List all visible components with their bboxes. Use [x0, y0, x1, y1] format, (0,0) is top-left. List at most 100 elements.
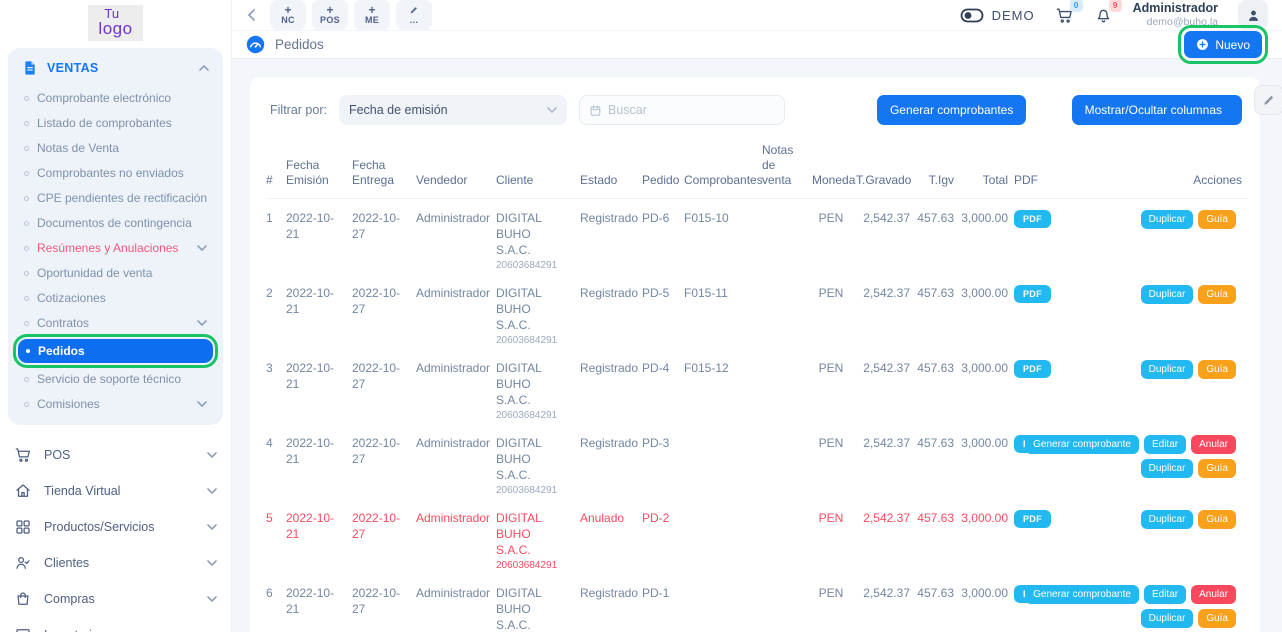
filter-selected-value: Fecha de emisión	[348, 103, 448, 117]
cell-total: 3,000.00	[961, 511, 1008, 525]
cell-acciones: Duplicar Guía	[1062, 274, 1248, 349]
avatar[interactable]	[1238, 0, 1268, 30]
sidebar-section-clientes[interactable]: Clientes	[10, 545, 221, 581]
row-actions: Generar comprobante Editar Anular Duplicar G…	[986, 435, 1236, 478]
table-row: 2 2022-10-21 2022-10-27 Administrador DI…	[266, 274, 1248, 349]
cell-gravado: 2,542.37	[863, 511, 910, 525]
cell-fecha-entrega: 2022-10-27	[352, 586, 401, 616]
sidebar-item-oportunidad-de-venta[interactable]: Oportunidad de venta	[16, 261, 215, 285]
pdf-button[interactable]: PDF	[1014, 360, 1051, 378]
generar-comprobante-button[interactable]: Generar comprobante	[1025, 435, 1139, 454]
sidebar-item-res-menes-y-anulaciones[interactable]: Resúmenes y Anulaciones	[16, 236, 215, 260]
cliente-ruc: 20603684291	[496, 260, 558, 271]
sidebar-item-servicio-de-soporte-t-cnico[interactable]: Servicio de soporte técnico	[16, 367, 215, 391]
logo-text-top: Tu	[104, 6, 120, 21]
gu-a-button[interactable]: Guía	[1198, 285, 1236, 304]
gu-a-button[interactable]: Guía	[1198, 459, 1236, 478]
quick-button-me[interactable]: + ME	[354, 0, 390, 30]
bag-icon	[14, 590, 32, 608]
sidebar-section-compras[interactable]: Compras	[10, 581, 221, 617]
sidebar-section-productos-servicios[interactable]: Productos/Servicios	[10, 509, 221, 545]
cell-moneda: PEN	[818, 361, 844, 375]
generar-comprobante-button[interactable]: Generar comprobante	[1025, 585, 1139, 604]
pdf-button[interactable]: PDF	[1014, 210, 1051, 228]
cell-total: 3,000.00	[961, 211, 1008, 225]
column-header: Moneda	[812, 139, 856, 199]
cell-vendedor: Administrador	[416, 511, 491, 525]
editar-button[interactable]: Editar	[1143, 435, 1187, 454]
sidebar-item-pedidos[interactable]: Pedidos	[13, 334, 218, 368]
sidebar-section-inventario[interactable]: Inventario	[10, 617, 221, 632]
cell-acciones: Generar comprobante Editar Anular Duplicar G…	[1025, 574, 1248, 632]
cliente-ruc: 20603684291	[496, 560, 558, 571]
anular-button[interactable]: Anular	[1191, 435, 1236, 454]
pdf-button[interactable]: PDF	[1014, 510, 1051, 528]
pencil-icon	[409, 5, 419, 15]
cell-total: 3,000.00	[961, 361, 1008, 375]
cliente-ruc: 20603684291	[496, 410, 558, 421]
column-header: Total	[960, 139, 1014, 199]
duplicar-button[interactable]: Duplicar	[1140, 459, 1194, 478]
quick-button-[interactable]: ...	[396, 0, 432, 30]
cell-notas-venta	[762, 574, 812, 632]
pdf-button[interactable]: PDF	[1014, 285, 1051, 303]
demo-label: DEMO	[991, 7, 1035, 23]
filter-type-select[interactable]: Fecha de emisión	[338, 95, 567, 125]
generate-comprobantes-button[interactable]: Generar comprobantes	[876, 95, 1027, 125]
cell-gravado: 2,542.37	[863, 436, 910, 450]
duplicar-button[interactable]: Duplicar	[1140, 609, 1194, 628]
bullet-icon	[24, 295, 29, 301]
quick-button-pos[interactable]: + POS	[312, 0, 348, 30]
quick-button-nc[interactable]: + NC	[270, 0, 306, 30]
duplicar-button[interactable]: Duplicar	[1140, 510, 1194, 529]
user-menu[interactable]: Administrador demo@buho.la	[1133, 1, 1218, 29]
duplicar-button[interactable]: Duplicar	[1140, 360, 1194, 379]
pencil-icon	[1262, 93, 1276, 107]
sidebar: Tu logo VENTAS Comprobante electrónico L…	[0, 0, 232, 632]
sidebar-sections: POS Tienda Virtual Productos/Servicios C…	[0, 435, 231, 632]
demo-toggle[interactable]: DEMO	[960, 8, 1035, 23]
pedidos-card: Filtrar por: Fecha de emisión Generar co…	[250, 77, 1260, 632]
table-row: 1 2022-10-21 2022-10-27 Administrador DI…	[266, 199, 1248, 275]
sidebar-item-documentos-de-contingencia[interactable]: Documentos de contingencia	[16, 211, 215, 235]
duplicar-button[interactable]: Duplicar	[1140, 210, 1194, 229]
ventas-label: VENTAS	[47, 61, 99, 75]
sidebar-item-comisiones[interactable]: Comisiones	[16, 392, 215, 416]
cell-estado: Registrado	[580, 286, 639, 300]
show-hide-columns-button[interactable]: Mostrar/Ocultar columnas	[1071, 95, 1242, 125]
sidebar-item-listado-de-comprobantes[interactable]: Listado de comprobantes	[16, 111, 215, 135]
cell-comprobantes	[684, 424, 762, 499]
edit-fab-button[interactable]	[1254, 85, 1282, 115]
cart-button[interactable]: 0	[1055, 0, 1083, 25]
sidebar-item-cotizaciones[interactable]: Cotizaciones	[16, 286, 215, 310]
search-input[interactable]	[607, 103, 758, 117]
sidebar-item-comprobante-electr-nico[interactable]: Comprobante electrónico	[16, 86, 215, 110]
notifications-button[interactable]: 9	[1094, 0, 1122, 25]
gu-a-button[interactable]: Guía	[1198, 510, 1236, 529]
new-button[interactable]: Nuevo	[1178, 25, 1268, 64]
sidebar-collapse-button[interactable]	[244, 5, 260, 25]
gu-a-button[interactable]: Guía	[1198, 609, 1236, 628]
cell-igv: 457.63	[917, 211, 954, 225]
sidebar-item-comprobantes-no-enviados[interactable]: Comprobantes no enviados	[16, 161, 215, 185]
cliente-ruc: 20603684291	[496, 485, 558, 496]
sidebar-item-contratos[interactable]: Contratos	[16, 311, 215, 335]
cell-cliente: DIGITAL BUHO S.A.C. 20603684291	[496, 499, 580, 574]
sidebar-item-notas-de-venta[interactable]: Notas de Venta	[16, 136, 215, 160]
sidebar-section-tienda-virtual[interactable]: Tienda Virtual	[10, 473, 221, 509]
table-row: 6 2022-10-21 2022-10-27 Administrador DI…	[266, 574, 1248, 632]
cell-igv: 457.63	[917, 586, 954, 600]
sidebar-item-ventas[interactable]: VENTAS	[14, 52, 217, 85]
column-header: Acciones	[1062, 139, 1248, 199]
cell-pedido: PD-5	[642, 286, 670, 300]
column-header: Pedido	[642, 139, 684, 199]
anular-button[interactable]: Anular	[1191, 585, 1236, 604]
sidebar-section-pos[interactable]: POS	[10, 437, 221, 473]
duplicar-button[interactable]: Duplicar	[1140, 285, 1194, 304]
gu-a-button[interactable]: Guía	[1198, 210, 1236, 229]
cell-num: 3	[266, 361, 273, 375]
page-title: Pedidos	[275, 37, 324, 52]
editar-button[interactable]: Editar	[1143, 585, 1187, 604]
gu-a-button[interactable]: Guía	[1198, 360, 1236, 379]
sidebar-item-cpe-pendientes-de-rectificaci-n[interactable]: CPE pendientes de rectificación	[16, 186, 215, 210]
